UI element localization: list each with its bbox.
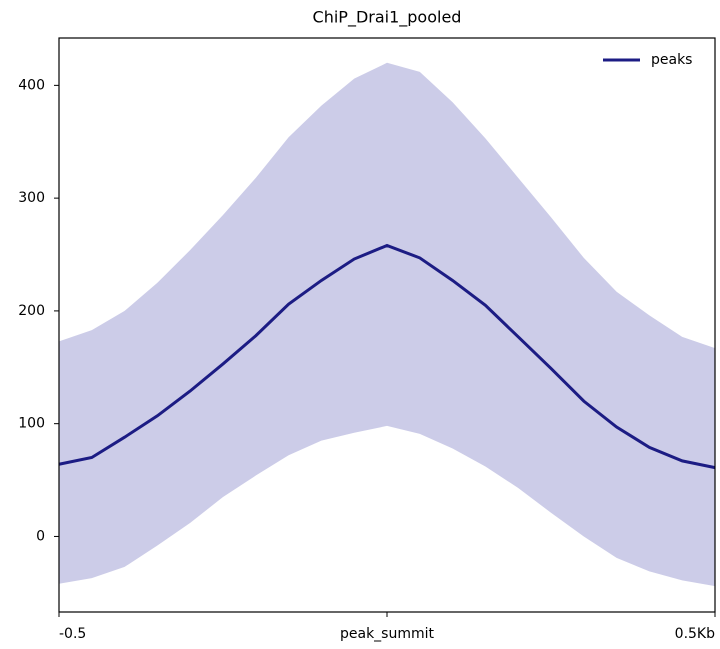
y-tick-label: 300 [18,190,45,206]
y-tick-label: 0 [36,528,45,544]
band [59,62,715,587]
legend-label: peaks [651,52,692,68]
x-tick-label: peak_summit [340,626,435,642]
x-tick-label: -0.5 [59,626,86,642]
x-tick-label: 0.5Kb [675,626,715,642]
y-tick-label: 200 [18,303,45,319]
line [58,243,716,470]
y-tick-label: 100 [18,416,45,432]
y-tick-label: 400 [18,77,45,93]
chart-title: ChiP_Drai1_pooled [313,8,462,28]
